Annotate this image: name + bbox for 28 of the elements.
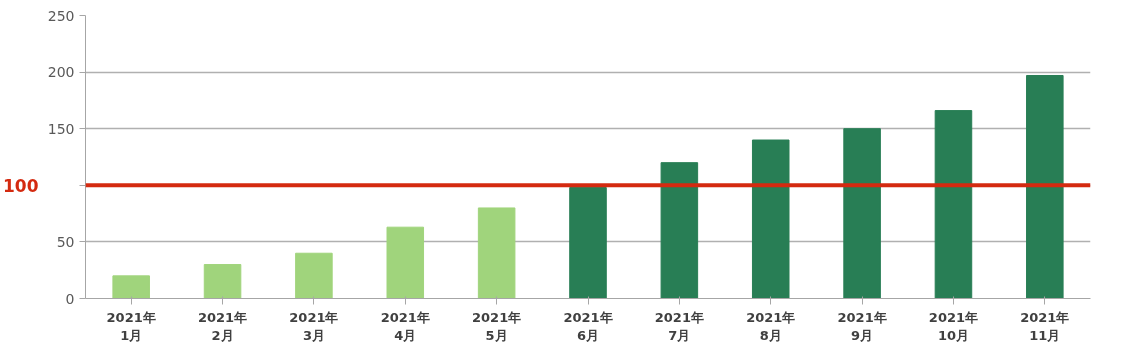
bar <box>843 128 881 299</box>
y-tick-label: 150 <box>47 120 75 137</box>
y-tick-label: 0 <box>65 290 75 307</box>
bar <box>203 264 242 299</box>
x-tick-label: 2021年 8月 <box>746 309 796 343</box>
x-tick-label: 2021年 3月 <box>289 309 339 343</box>
bar <box>660 162 699 299</box>
bar <box>1026 75 1064 299</box>
x-tick-label: 2021年 6月 <box>563 309 613 343</box>
x-tick-label: 2021年 9月 <box>837 309 887 343</box>
x-tick-label: 2021年 1月 <box>106 309 156 343</box>
y-tick-label: 250 <box>47 7 75 24</box>
bar <box>751 139 790 299</box>
bar <box>112 275 150 299</box>
bar <box>477 207 516 299</box>
x-tick-label: 2021年 2月 <box>197 309 248 343</box>
x-tick-label: 2021年 7月 <box>654 309 704 343</box>
y-tick-label: 200 <box>47 64 75 81</box>
y-tick-label: 50 <box>56 233 75 250</box>
x-tick-label: 2021年 10月 <box>928 309 979 343</box>
x-tick-label: 2021年 11月 <box>1020 309 1070 343</box>
bar <box>386 226 425 299</box>
x-tick-label: 2021年 4月 <box>380 309 430 343</box>
x-tick-label: 2021年 5月 <box>472 309 522 343</box>
bar <box>295 252 333 299</box>
bar <box>569 187 607 299</box>
ref-line-label: 100 <box>3 175 39 196</box>
bar <box>934 110 973 299</box>
